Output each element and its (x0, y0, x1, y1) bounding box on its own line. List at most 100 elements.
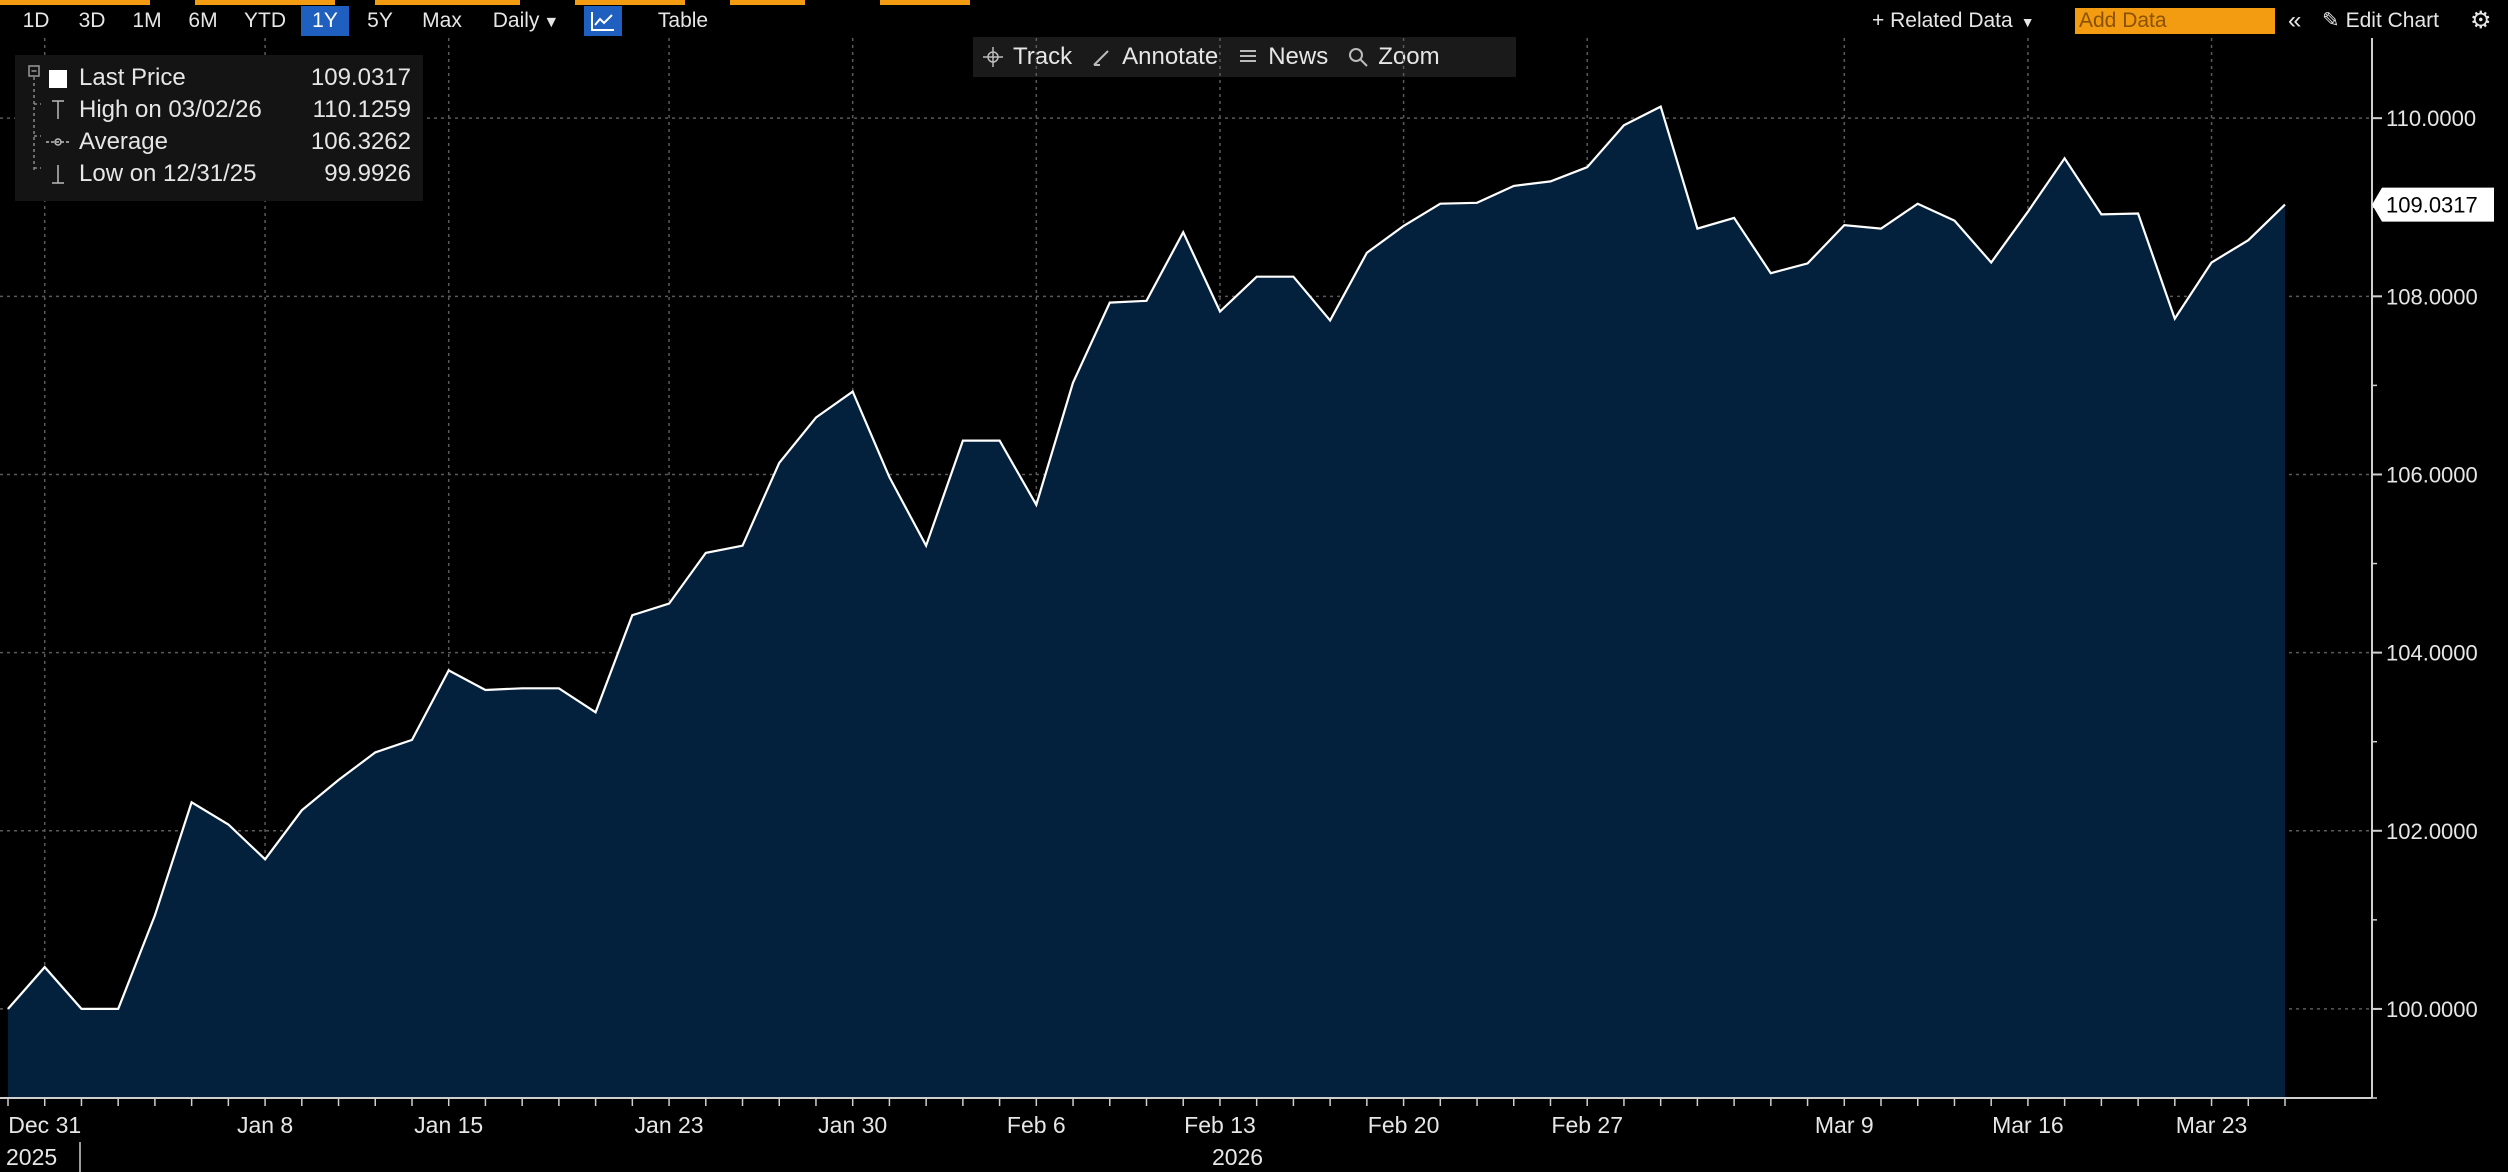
data-point[interactable] (630, 613, 634, 617)
data-point[interactable] (373, 750, 377, 754)
data-point[interactable] (43, 965, 47, 969)
data-point[interactable] (2063, 156, 2067, 160)
orange-strip (375, 0, 520, 5)
data-point[interactable] (6, 1007, 10, 1011)
data-point[interactable] (1071, 381, 1075, 385)
data-point[interactable] (814, 416, 818, 420)
related-data-dropdown[interactable]: + Related Data ▼ (1872, 6, 2035, 36)
frequency-dropdown[interactable]: Daily ▼ (480, 6, 572, 36)
data-point[interactable] (1181, 230, 1185, 234)
data-point[interactable] (447, 668, 451, 672)
data-point[interactable] (263, 857, 267, 861)
y-tick-label: 100.0000 (2386, 997, 2478, 1022)
range-1y-button[interactable]: 1Y (301, 6, 349, 36)
data-point[interactable] (190, 800, 194, 804)
x-tick-label: Dec 31 (8, 1112, 81, 1138)
data-point[interactable] (1585, 165, 1589, 169)
data-point[interactable] (2210, 261, 2214, 265)
x-tick-label: Mar 23 (2176, 1112, 2248, 1138)
orange-strip (940, 0, 970, 5)
data-point[interactable] (1108, 301, 1112, 305)
data-point[interactable] (226, 823, 230, 827)
data-point[interactable] (924, 544, 928, 548)
range-max-button[interactable]: Max (422, 9, 462, 32)
data-point[interactable] (1953, 219, 1957, 223)
data-point[interactable] (2099, 212, 2103, 216)
data-point[interactable] (1549, 179, 1553, 183)
data-point[interactable] (410, 738, 414, 742)
chart-type-button[interactable] (584, 6, 622, 36)
data-point[interactable] (594, 710, 598, 714)
x-tick-label: Feb 13 (1184, 1112, 1256, 1138)
data-point[interactable] (741, 544, 745, 548)
range-3d-button[interactable]: 3D (78, 9, 106, 32)
data-point[interactable] (1475, 201, 1479, 205)
table-button[interactable]: Table (657, 9, 709, 32)
data-point[interactable] (80, 1007, 84, 1011)
data-point[interactable] (961, 439, 965, 443)
price-chart[interactable]: 100.0000 102.0000 104.0000 106.0000 108.0000… (0, 38, 2508, 1172)
data-point[interactable] (2246, 238, 2250, 242)
data-point[interactable] (777, 461, 781, 465)
last-value-marker (2372, 187, 2494, 222)
data-point[interactable] (851, 390, 855, 394)
data-point[interactable] (557, 686, 561, 690)
data-point[interactable] (1842, 223, 1846, 227)
range-5y-button[interactable]: 5Y (367, 9, 393, 32)
data-point[interactable] (1365, 251, 1369, 255)
annotate-button[interactable]: Annotate (1082, 37, 1228, 77)
data-point[interactable] (337, 778, 341, 782)
data-point[interactable] (153, 913, 157, 917)
data-point[interactable] (1916, 202, 1920, 206)
data-point[interactable] (1034, 503, 1038, 507)
x-tick-label: Feb 27 (1551, 1112, 1623, 1138)
data-point[interactable] (1659, 105, 1663, 109)
legend-swatch (49, 70, 67, 88)
data-point[interactable] (2173, 317, 2177, 321)
data-point[interactable] (1989, 261, 1993, 265)
data-point[interactable] (998, 439, 1002, 443)
data-point[interactable] (704, 551, 708, 555)
collapse-icon[interactable]: « (2288, 7, 2302, 34)
data-point[interactable] (1512, 184, 1516, 188)
range-ytd-button[interactable]: YTD (244, 9, 286, 32)
zoom-button[interactable]: Zoom (1338, 37, 1449, 77)
chart-action-bar: Track Annotate News Zoom (973, 37, 1516, 77)
data-point[interactable] (1695, 227, 1699, 231)
data-point[interactable] (300, 808, 304, 812)
data-point[interactable] (2136, 212, 2140, 216)
data-point[interactable] (1769, 271, 1773, 275)
track-button[interactable]: Track (973, 37, 1082, 77)
gear-icon[interactable]: ⚙ (2470, 7, 2492, 34)
edit-chart-button[interactable]: ✎ Edit Chart (2322, 6, 2439, 36)
legend-high: High on 03/02/26 110.1259 (15, 94, 423, 126)
data-point[interactable] (2026, 210, 2030, 214)
data-point[interactable] (116, 1007, 120, 1011)
data-point[interactable] (1255, 275, 1259, 279)
data-point[interactable] (1806, 261, 1810, 265)
data-point[interactable] (1732, 216, 1736, 220)
data-point[interactable] (1402, 224, 1406, 228)
data-point[interactable] (667, 602, 671, 606)
add-data-input[interactable] (2075, 8, 2275, 34)
price-area (8, 106, 2285, 1099)
data-point[interactable] (520, 686, 524, 690)
frequency-label: Daily (492, 9, 540, 32)
data-point[interactable] (1879, 227, 1883, 231)
data-point[interactable] (2283, 203, 2287, 207)
data-point[interactable] (483, 688, 487, 692)
data-point[interactable] (1328, 318, 1332, 322)
range-1m-button[interactable]: 1M (132, 9, 162, 32)
range-1d-button[interactable]: 1D (22, 9, 50, 32)
data-point[interactable] (1291, 275, 1295, 279)
low-value: 99.9926 (324, 160, 411, 187)
data-point[interactable] (887, 475, 891, 479)
news-button[interactable]: News (1228, 37, 1338, 77)
data-point[interactable] (1438, 202, 1442, 206)
data-point[interactable] (1622, 123, 1626, 127)
legend-average: Average 106.3262 (15, 126, 423, 158)
legend-last-price[interactable]: Last Price 109.0317 (15, 62, 423, 94)
data-point[interactable] (1218, 310, 1222, 314)
data-point[interactable] (1145, 299, 1149, 303)
range-6m-button[interactable]: 6M (188, 9, 218, 32)
